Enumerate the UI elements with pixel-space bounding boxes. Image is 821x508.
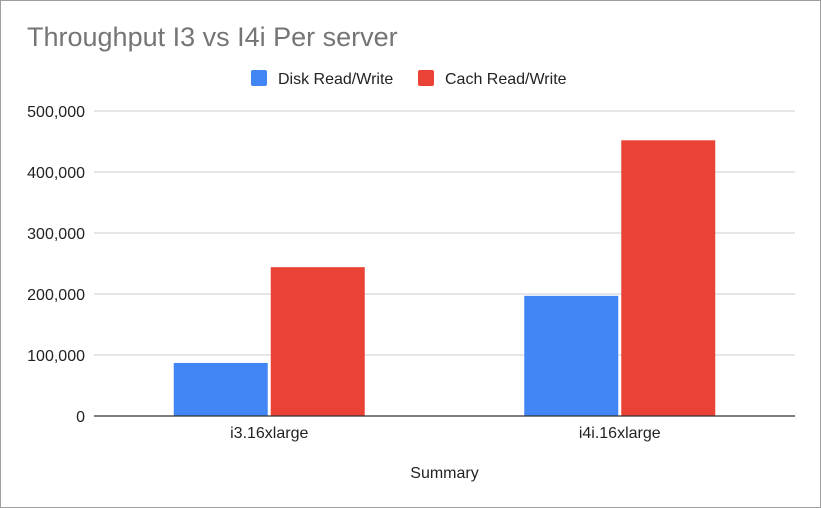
y-tick-label: 500,000 bbox=[27, 104, 85, 121]
legend-swatch-1 bbox=[418, 70, 434, 86]
chart-title: Throughput I3 vs I4i Per server bbox=[27, 22, 398, 52]
legend-label-1: Cach Read/Write bbox=[445, 71, 567, 88]
legend-label-0: Disk Read/Write bbox=[278, 71, 393, 88]
legend-swatch-0 bbox=[251, 70, 267, 86]
x-tick-label: i4i.16xlarge bbox=[579, 425, 661, 442]
x-axis-label: Summary bbox=[410, 465, 478, 482]
y-tick-label: 200,000 bbox=[27, 287, 85, 304]
y-tick-label: 100,000 bbox=[27, 348, 85, 365]
bar-cach-read-write-1 bbox=[621, 140, 716, 416]
bar-disk-read-write-0 bbox=[173, 362, 268, 416]
x-tick-label: i3.16xlarge bbox=[230, 425, 308, 442]
bar-cach-read-write-0 bbox=[270, 267, 365, 416]
bar-disk-read-write-1 bbox=[524, 295, 619, 416]
y-tick-label: 300,000 bbox=[27, 226, 85, 243]
y-tick-label: 400,000 bbox=[27, 165, 85, 182]
y-tick-label: 0 bbox=[76, 409, 85, 426]
